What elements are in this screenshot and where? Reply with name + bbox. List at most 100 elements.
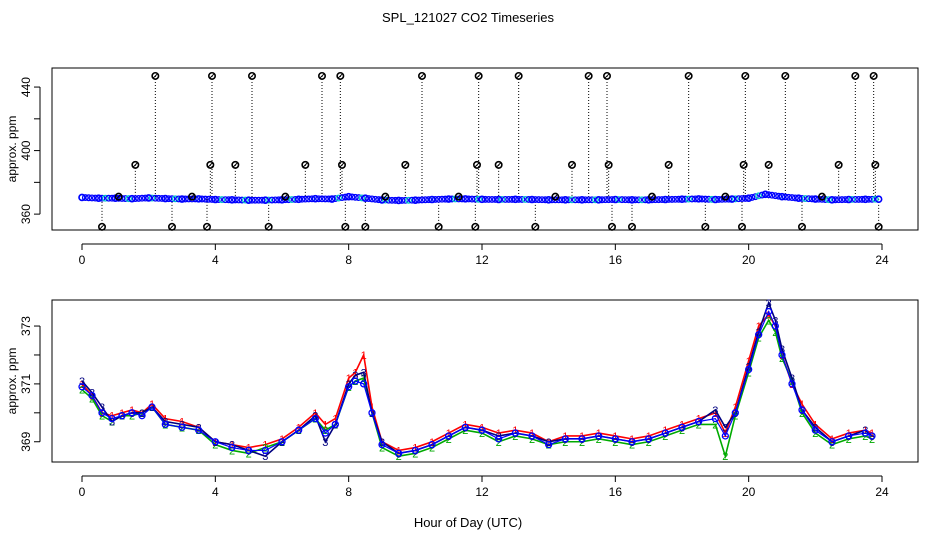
series-point — [278, 438, 286, 446]
baseline-point — [585, 196, 593, 204]
series-point — [611, 435, 619, 443]
outlier-point — [781, 71, 790, 80]
outlier-slash — [836, 162, 842, 168]
series-point-label: 1 — [396, 445, 402, 457]
series-point-label: 2 — [379, 443, 385, 455]
outlier-slash — [586, 73, 592, 79]
series-point — [828, 438, 836, 446]
series-point-label: 2 — [396, 451, 402, 463]
outlier-point — [664, 160, 673, 169]
outlier-ring — [474, 71, 483, 80]
baseline-point — [421, 196, 429, 204]
baseline-point — [401, 196, 409, 204]
series-point-label: 2 — [646, 437, 652, 449]
series-point — [445, 432, 453, 440]
outlier-ring — [701, 222, 710, 231]
series-point-label: 1 — [562, 431, 568, 443]
outlier-point — [871, 160, 880, 169]
series-point-label: 2 — [162, 419, 168, 431]
series-point-label: 1 — [479, 422, 485, 434]
series-point — [345, 383, 353, 391]
outlier-ring — [871, 160, 880, 169]
outlier-slash — [872, 162, 878, 168]
baseline-sample — [611, 195, 620, 204]
series-point-label: 2 — [679, 425, 685, 437]
baseline-point — [588, 196, 596, 204]
outlier-ring — [417, 71, 426, 80]
series-point-label: 3 — [429, 440, 435, 452]
series-point — [528, 432, 536, 440]
baseline-point — [851, 195, 859, 203]
series-point-label: 3 — [772, 315, 778, 327]
outlier-ring — [454, 192, 463, 201]
baseline-point — [388, 196, 396, 204]
series-point — [331, 420, 339, 429]
outlier-point — [627, 222, 636, 231]
series-point-label: 3 — [332, 419, 338, 431]
series-point-label: 3 — [312, 411, 318, 423]
series-point — [195, 426, 203, 434]
outlier-slash — [702, 224, 708, 230]
baseline-point — [238, 196, 246, 204]
series-point — [755, 331, 763, 339]
outlier-slash — [232, 162, 238, 168]
series-point-label: 2 — [296, 425, 302, 437]
baseline-point — [601, 196, 609, 204]
outlier-ring — [851, 71, 860, 80]
series-point — [395, 449, 403, 457]
baseline-point — [615, 196, 623, 204]
outlier-ring — [208, 71, 217, 80]
baseline-sample — [761, 190, 770, 199]
baseline-point — [288, 196, 296, 203]
baseline-point — [535, 196, 543, 204]
baseline-sample — [444, 195, 453, 203]
series-point-label: 1 — [756, 321, 762, 333]
baseline-point — [231, 196, 239, 204]
baseline-point — [241, 196, 249, 204]
series-point-label: 1 — [179, 417, 185, 429]
panel-top: 0 4 8 12 16 20 24 360 400 440 approx. ppm — [5, 67, 919, 267]
series-point-label: 3 — [129, 408, 135, 420]
baseline-point — [338, 194, 346, 202]
baseline-point — [825, 196, 833, 204]
outlier-ring — [151, 71, 160, 80]
series-point-label: 3 — [722, 422, 728, 434]
series-point-label: 1 — [579, 431, 585, 443]
series-point-label: 2 — [462, 425, 468, 437]
x-tick-label: 12 — [475, 485, 489, 499]
series-point-label: 3 — [766, 298, 772, 310]
outlier-slash — [852, 73, 858, 79]
baseline-point — [698, 195, 706, 203]
outlier-point — [401, 160, 410, 169]
outlier-slash — [516, 73, 522, 79]
x-tick-label: 8 — [345, 253, 352, 267]
outlier-slash — [319, 73, 325, 79]
outlier-ring — [206, 160, 215, 169]
outlier-ring — [602, 71, 611, 80]
series-point-label: 1 — [629, 434, 635, 446]
baseline-point — [571, 196, 579, 204]
baseline-point — [348, 193, 356, 201]
series-point-label: 2 — [596, 434, 602, 446]
series-point-label: 1 — [679, 419, 685, 431]
figure-title: SPL_121027 CO2 Timeseries — [382, 10, 554, 25]
series-point-label: 3 — [756, 327, 762, 339]
outlier-slash — [629, 224, 635, 230]
series-point-label: 3 — [79, 376, 85, 388]
series-point-label: 1 — [696, 414, 702, 426]
baseline-sample — [778, 192, 786, 201]
baseline-point — [138, 194, 146, 202]
baseline-point — [675, 195, 683, 203]
outlier-ring — [834, 160, 843, 169]
outlier-slash — [339, 162, 345, 168]
series-point — [511, 429, 519, 437]
baseline-point — [375, 196, 383, 204]
baseline-point — [435, 195, 443, 203]
outlier-point — [248, 71, 257, 80]
series-point-label: 1 — [229, 440, 235, 452]
outlier-point — [337, 160, 346, 169]
outlier-ring — [741, 71, 750, 80]
y-tick-label: 373 — [19, 316, 33, 336]
